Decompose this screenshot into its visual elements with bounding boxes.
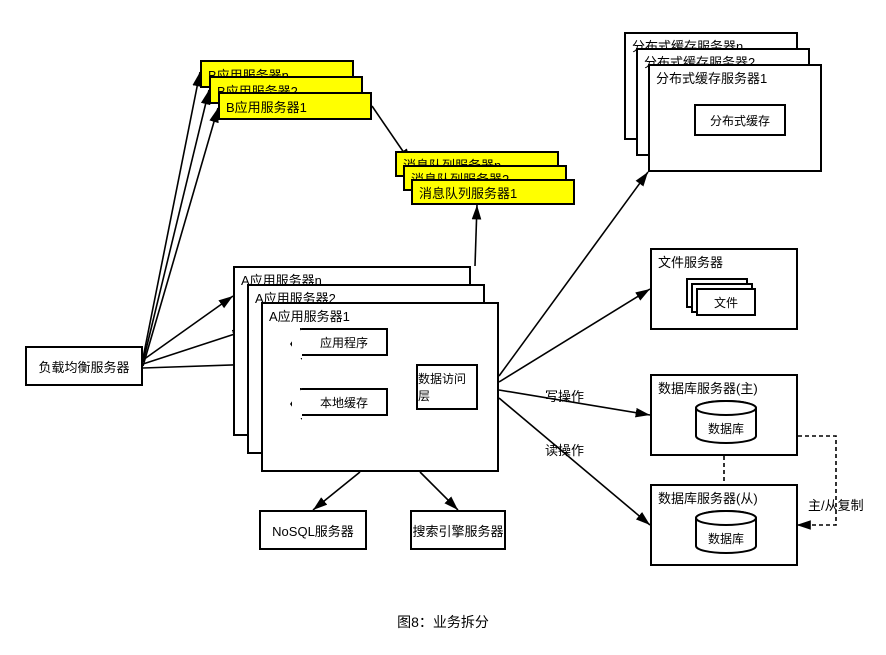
node-db-master: 数据库服务器(主)	[650, 374, 798, 456]
node-label: 数据库服务器(主)	[658, 378, 758, 397]
node-label: B应用服务器1	[226, 97, 307, 116]
node-db-master-label: 数据库	[690, 420, 762, 437]
node-label: 本地缓存	[320, 394, 368, 411]
caption-text: 图8：业务拆分	[397, 614, 489, 630]
node-label: 数据库	[708, 532, 744, 546]
edge-label-replication: 主/从复制	[808, 495, 864, 514]
node-db-slave-label: 数据库	[690, 530, 762, 547]
node-cache-inner: 分布式缓存	[694, 104, 786, 136]
node-label: 分布式缓存服务器1	[656, 68, 767, 87]
node-file-inner: 文件	[696, 288, 756, 316]
figure-caption: 图8：业务拆分	[0, 612, 886, 632]
node-bapp-1: B应用服务器1	[218, 92, 372, 120]
node-label: 文件	[714, 294, 738, 311]
label-text: 写操作	[545, 389, 584, 404]
node-mq-1: 消息队列服务器1	[411, 179, 575, 205]
node-label: 数据库服务器(从)	[658, 488, 758, 507]
node-label: 负载均衡服务器	[38, 357, 129, 376]
node-local-cache: 本地缓存	[300, 388, 388, 416]
node-label: NoSQL服务器	[272, 521, 354, 540]
node-label: 应用程序	[320, 334, 368, 351]
node-label: 消息队列服务器1	[419, 183, 517, 202]
node-label: A应用服务器1	[269, 306, 350, 325]
node-db-slave: 数据库服务器(从)	[650, 484, 798, 566]
node-load-balancer: 负载均衡服务器	[25, 346, 143, 386]
node-label: 数据访问层	[418, 370, 476, 404]
node-label: 文件服务器	[658, 252, 723, 271]
label-text: 主/从复制	[808, 498, 864, 513]
node-app-program: 应用程序	[300, 328, 388, 356]
edge-label-write: 写操作	[545, 386, 584, 405]
diagram-canvas: 负载均衡服务器 B应用服务器n B应用服务器2 B应用服务器1 消息队列服务器n…	[0, 0, 886, 655]
node-nosql: NoSQL服务器	[259, 510, 367, 550]
node-label: 数据库	[708, 422, 744, 436]
node-data-access-layer: 数据访问层	[416, 364, 478, 410]
node-search-engine: 搜索引擎服务器	[410, 510, 506, 550]
node-label: 搜索引擎服务器	[412, 521, 503, 540]
node-label: 分布式缓存	[710, 112, 770, 129]
label-text: 读操作	[545, 443, 584, 458]
edge-label-read: 读操作	[545, 440, 584, 459]
